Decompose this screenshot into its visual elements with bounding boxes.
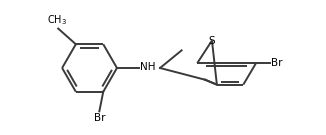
Text: Br: Br xyxy=(94,113,105,123)
Text: CH$_3$: CH$_3$ xyxy=(47,13,67,27)
Text: Br: Br xyxy=(271,58,282,68)
Text: NH: NH xyxy=(141,62,156,72)
Text: S: S xyxy=(209,36,215,46)
